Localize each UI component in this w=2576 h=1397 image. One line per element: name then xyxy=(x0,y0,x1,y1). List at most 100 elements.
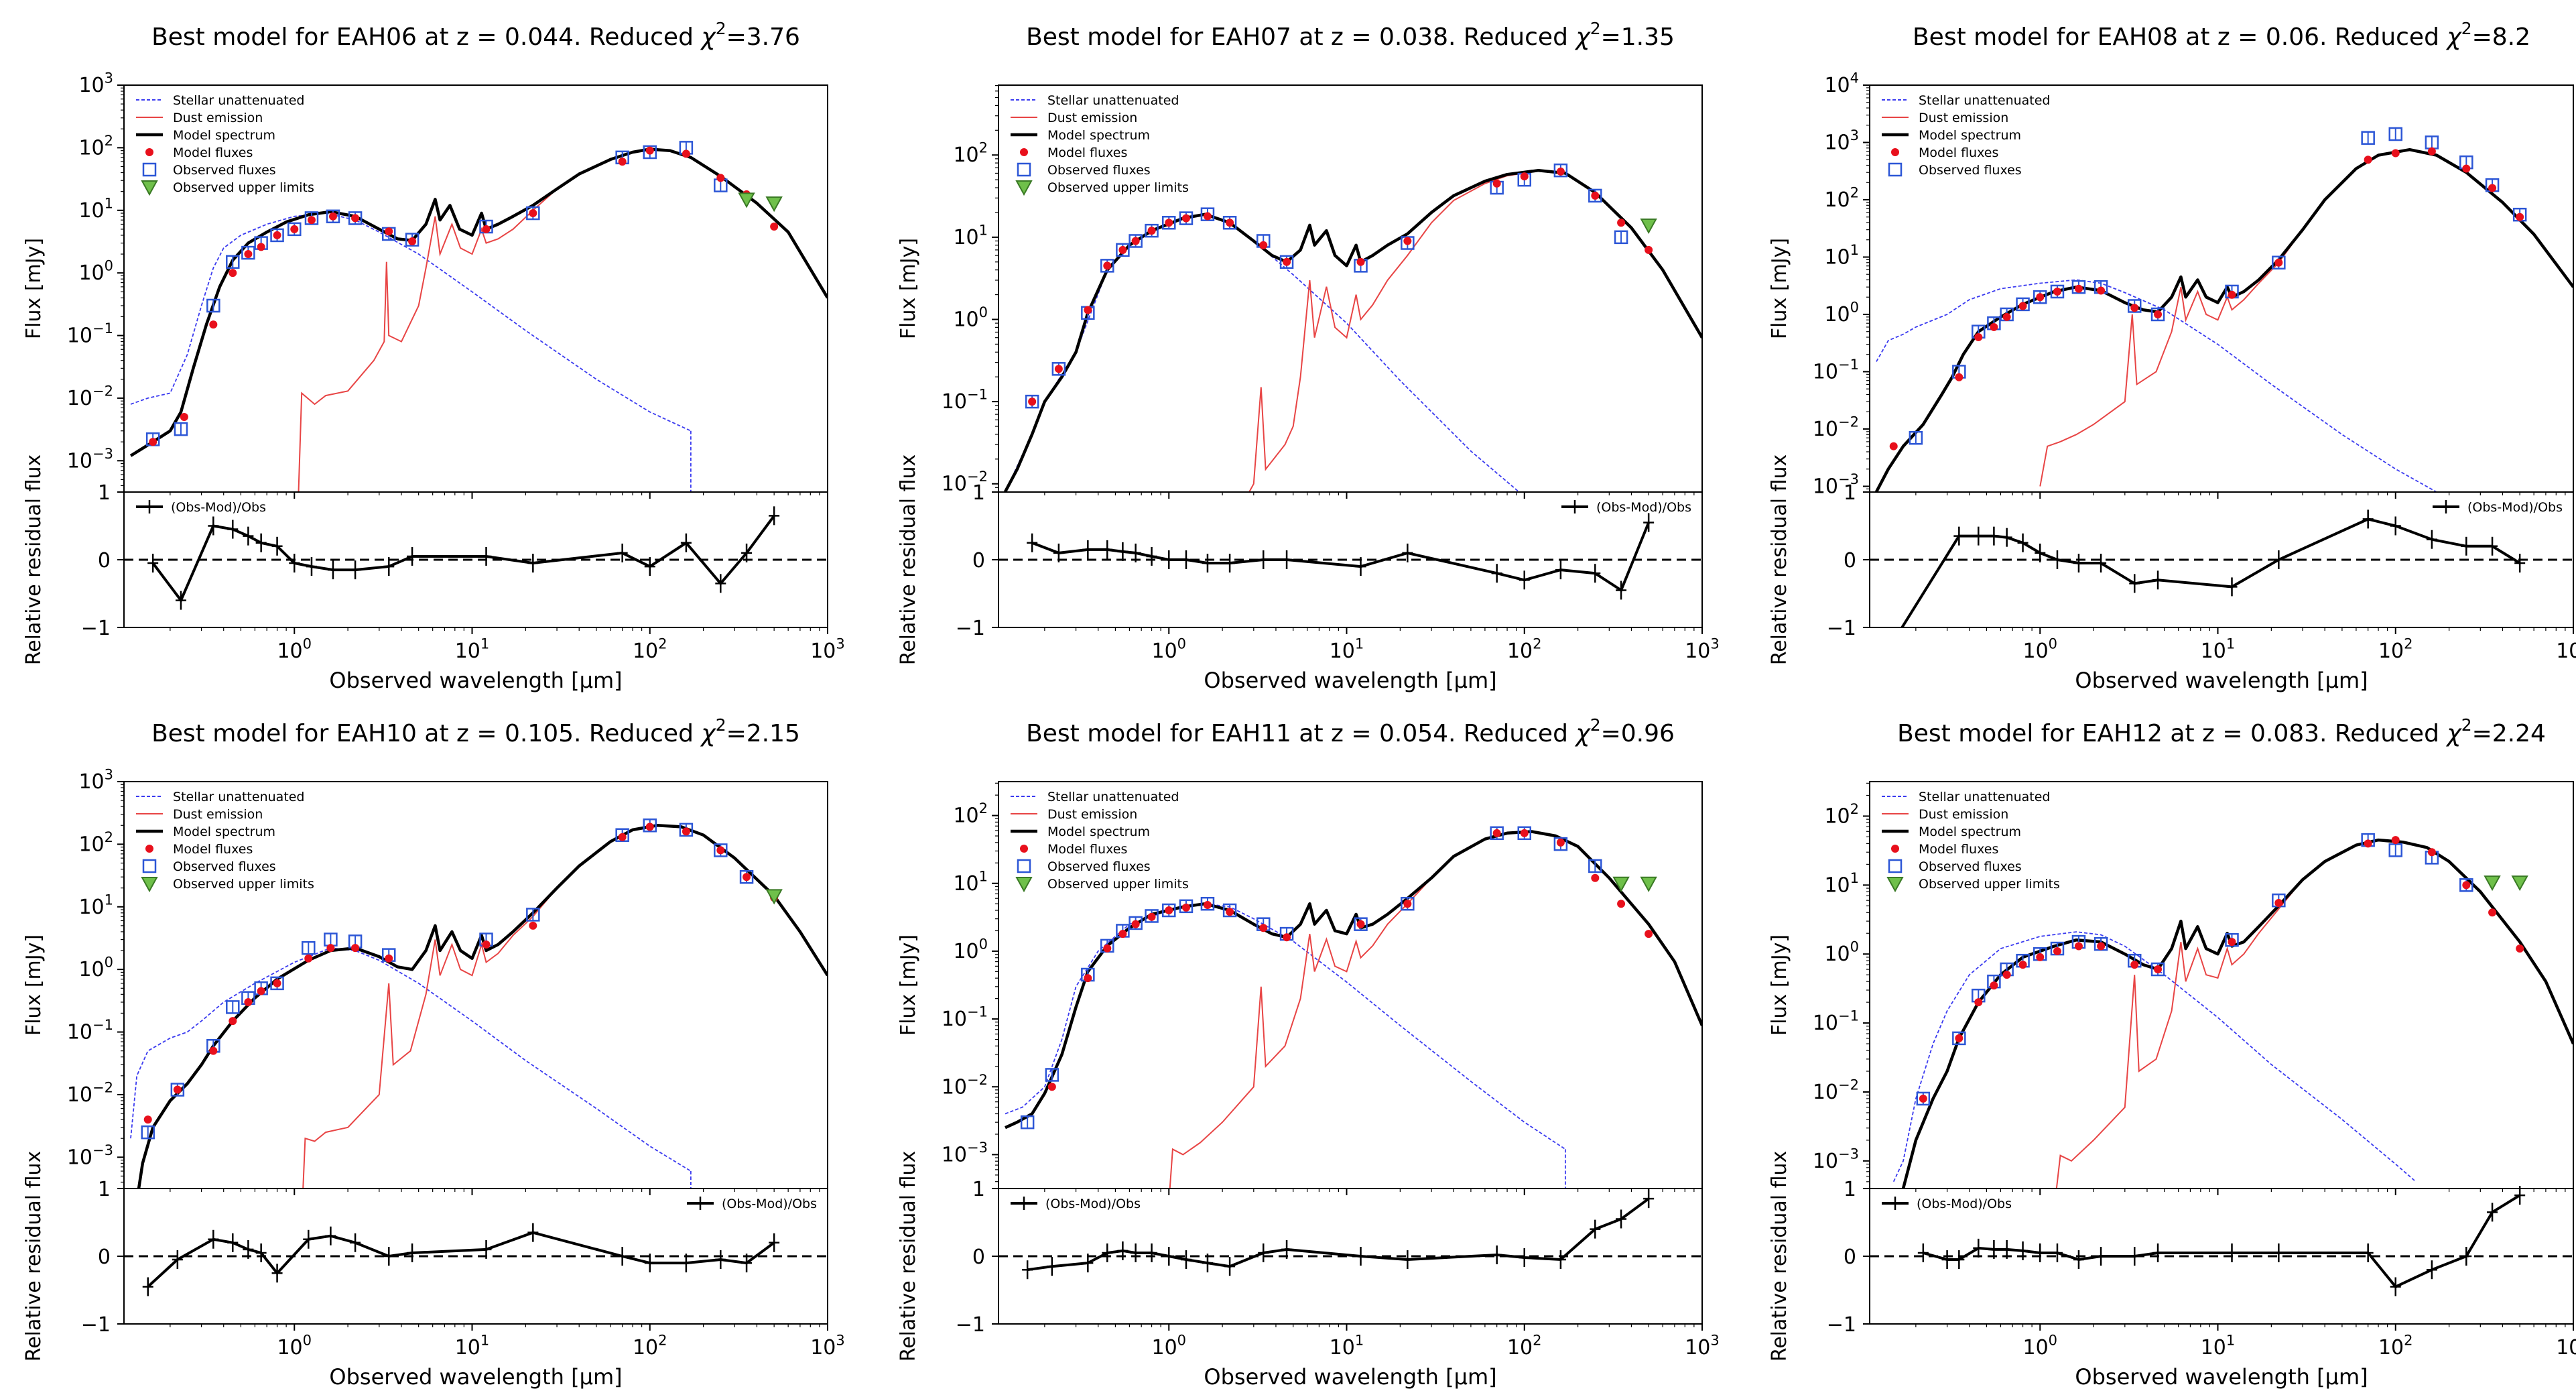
title-part-3: =8.2 xyxy=(2472,23,2530,51)
x-tick-label: 101 xyxy=(1330,1333,1364,1360)
legend-label-dust: Dust emission xyxy=(1919,111,2008,125)
wavelength-axis-label: Observed wavelength [μm] xyxy=(329,668,622,693)
residual-y-tick-label: 0 xyxy=(972,549,985,572)
y-tick-label: 100 xyxy=(78,258,113,286)
wavelength-axis-label: Observed wavelength [μm] xyxy=(2075,668,2368,693)
model-flux-point xyxy=(1084,306,1092,314)
model-flux-point xyxy=(1131,920,1140,928)
y-tick-label: 10−2 xyxy=(1813,414,1859,441)
y-tick-label-exp: −3 xyxy=(92,446,113,462)
model-flux-point xyxy=(1403,237,1412,245)
model-flux-point xyxy=(1147,912,1156,921)
y-tick-label-base: 10 xyxy=(1824,804,1850,828)
residual-y-tick-label: 1 xyxy=(1844,1178,1856,1201)
legend-upper-swatch xyxy=(1015,180,1033,196)
legend-model-flux-swatch xyxy=(145,845,153,853)
model-flux-point xyxy=(385,954,393,963)
sed-panel-eah10: Best model for EAH10 at z = 0.105. Reduc… xyxy=(22,715,845,1390)
x-tick-label-base: 10 xyxy=(2201,640,2226,663)
residual-legend-label: (Obs-Mod)/Obs xyxy=(2467,500,2563,515)
model-flux-point xyxy=(2018,302,2027,310)
title-part-1: χ xyxy=(700,720,716,747)
model-flux-point xyxy=(682,149,690,158)
y-tick-label: 101 xyxy=(953,222,988,249)
y-tick-label-base: 10 xyxy=(67,1083,92,1107)
model-flux-point xyxy=(1556,167,1565,176)
model-flux-point xyxy=(209,1046,218,1055)
panel-title: Best model for EAH06 at z = 0.044. Reduc… xyxy=(151,19,800,51)
residual-y-tick-label: 1 xyxy=(972,1178,985,1201)
legend-model-flux-swatch xyxy=(1891,845,1899,853)
x-tick-label-base: 10 xyxy=(1685,1336,1710,1359)
legend-label-observed: Observed fluxes xyxy=(1919,859,2022,874)
legend-label-model_fluxes: Model fluxes xyxy=(1047,842,1127,857)
residual-axis-label: Relative residual flux xyxy=(897,454,920,666)
x-tick-label-exp: 1 xyxy=(2226,636,2235,652)
legend-label-model: Model spectrum xyxy=(1047,128,1150,143)
y-tick-label: 100 xyxy=(78,955,113,982)
y-tick-label: 10−3 xyxy=(1813,471,1859,499)
residual-y-tick-label: 1 xyxy=(98,1178,111,1201)
model-flux-point xyxy=(2154,965,2163,974)
model-flux-point xyxy=(1974,998,1983,1007)
x-tick-label-base: 10 xyxy=(810,1336,836,1359)
residual-line xyxy=(147,1231,775,1288)
y-tick-label: 10−1 xyxy=(1813,357,1859,384)
legend-observed-swatch xyxy=(1888,162,1903,177)
y-tick-label-base: 10 xyxy=(942,1075,967,1099)
x-tick-label-base: 10 xyxy=(633,1336,658,1359)
panel-title: Best model for EAH11 at z = 0.054. Reduc… xyxy=(1026,715,1675,747)
model-flux-point xyxy=(1919,1094,1927,1103)
model-flux-point xyxy=(229,269,237,278)
y-tick-label-exp: 1 xyxy=(105,892,113,908)
model-flux-point xyxy=(257,987,265,995)
model-flux-point xyxy=(1047,1083,1056,1091)
residual-y-tick-label: 0 xyxy=(98,549,111,572)
y-tick-label-exp: 3 xyxy=(105,767,113,783)
model-flux-point xyxy=(1356,257,1365,266)
x-tick-label-base: 10 xyxy=(277,640,302,663)
legend-upper-swatch xyxy=(1015,877,1033,893)
model-flux-point xyxy=(482,940,491,949)
residual-y-tick-label: −1 xyxy=(1827,1313,1856,1337)
y-tick-label-exp: 0 xyxy=(979,304,988,320)
model-flux-point xyxy=(2053,287,2061,296)
flux-axis-label: Flux [mJy] xyxy=(1768,238,1791,339)
legend-label-upper: Observed upper limits xyxy=(1047,180,1189,195)
x-tick-label-exp: 3 xyxy=(1710,636,1719,652)
observed-upper-limit-point xyxy=(2484,875,2501,892)
y-tick-label: 101 xyxy=(953,868,988,896)
x-tick-label-base: 10 xyxy=(455,640,480,663)
x-tick-label-exp: 1 xyxy=(1355,1333,1364,1349)
y-tick-label-base: 10 xyxy=(1824,943,1850,966)
wavelength-axis-label: Observed wavelength [μm] xyxy=(2075,1364,2368,1390)
y-tick-label-exp: 1 xyxy=(979,868,988,884)
legend-label-upper: Observed upper limits xyxy=(173,180,314,195)
y-tick-label-exp: −3 xyxy=(967,1140,988,1156)
title-part-2: 2 xyxy=(716,715,726,735)
y-tick-label: 102 xyxy=(78,829,113,857)
y-tick-label-exp: −1 xyxy=(967,387,988,403)
model-flux-point xyxy=(385,227,393,236)
y-tick-label-base: 10 xyxy=(1824,74,1850,97)
residual-legend-label: (Obs-Mod)/Obs xyxy=(1045,1197,1141,1211)
residual-y-tick-label: −1 xyxy=(956,1313,985,1337)
model-flux-point xyxy=(257,243,265,251)
y-tick-label-exp: 3 xyxy=(1850,127,1859,143)
y-tick-label: 10−1 xyxy=(1813,1008,1859,1036)
y-tick-label: 101 xyxy=(1824,870,1859,898)
x-tick-label-base: 10 xyxy=(2378,1336,2404,1359)
x-tick-label: 100 xyxy=(2022,636,2057,664)
y-tick-label: 103 xyxy=(1824,127,1859,155)
panel-title: Best model for EAH08 at z = 0.06. Reduce… xyxy=(1913,19,2530,51)
y-tick-label: 10−3 xyxy=(942,1140,988,1167)
model-flux-point xyxy=(1118,245,1127,254)
y-tick-label: 100 xyxy=(1824,939,1859,967)
y-tick-label: 10−3 xyxy=(67,1142,113,1170)
y-tick-label-base: 10 xyxy=(67,1021,92,1044)
legend-label-dust: Dust emission xyxy=(1919,807,2008,822)
y-tick-label-exp: −3 xyxy=(1838,471,1859,487)
x-tick-label: 100 xyxy=(2022,1333,2057,1360)
x-tick-label-base: 10 xyxy=(1330,640,1355,663)
legend-label-model_fluxes: Model fluxes xyxy=(1047,145,1127,160)
